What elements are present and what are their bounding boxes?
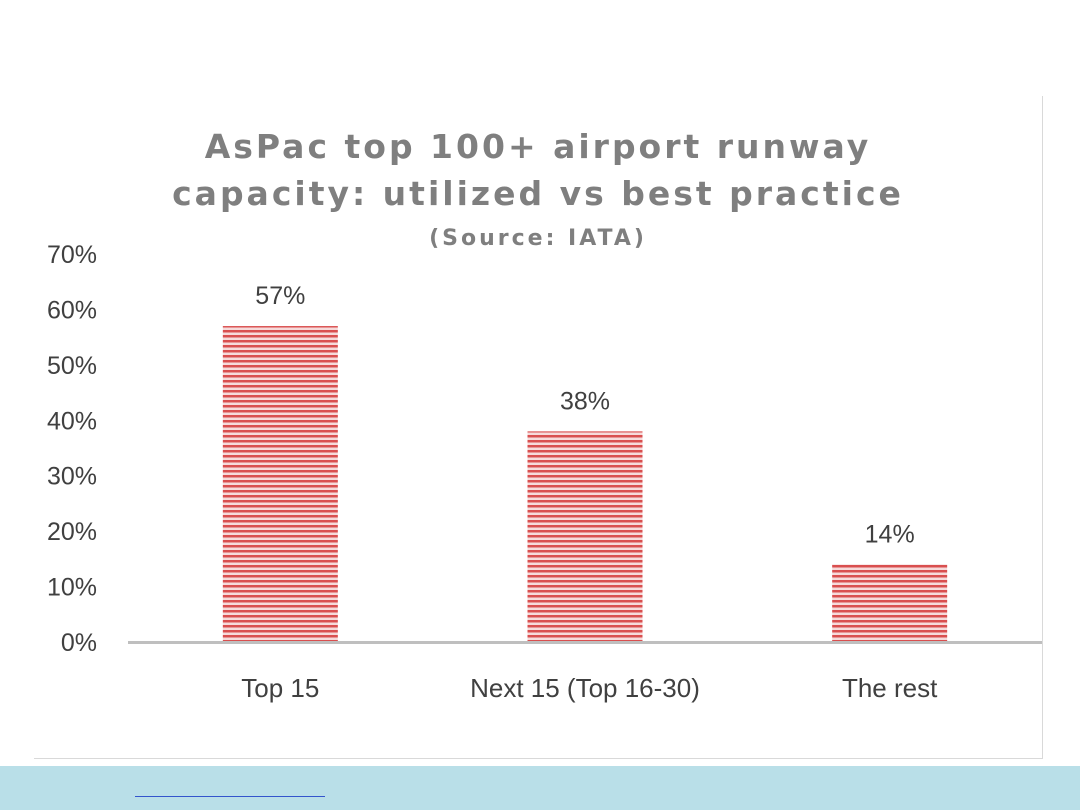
chart-title-line-2: capacity: utilized vs best practice xyxy=(172,174,904,213)
chart-subtitle: (Source: IATA) xyxy=(429,226,647,251)
x-category-label: Next 15 (Top 16-30) xyxy=(470,673,700,703)
y-tick-label: 20% xyxy=(47,518,97,546)
footer-link-underline[interactable] xyxy=(135,796,325,797)
footer-band xyxy=(0,766,1080,810)
bars: 57% 38% 14% xyxy=(222,282,948,642)
x-category-label: The rest xyxy=(842,673,938,703)
runway-capacity-bar-chart: AsPac top 100+ airport runway capacity: … xyxy=(47,127,1042,703)
y-tick-label: 40% xyxy=(47,407,97,435)
x-category-label: Top 15 xyxy=(241,673,319,703)
y-axis: 0% 10% 20% 30% 40% 50% 60% 70% xyxy=(47,241,97,657)
y-tick-label: 50% xyxy=(47,352,97,380)
y-tick-label: 70% xyxy=(47,241,97,269)
data-label: 57% xyxy=(255,282,305,310)
bar xyxy=(832,564,948,642)
y-tick-label: 30% xyxy=(47,463,97,491)
data-label: 14% xyxy=(865,520,915,548)
data-label: 38% xyxy=(560,387,610,415)
chart-title-line-1: AsPac top 100+ airport runway xyxy=(205,127,872,166)
x-axis: Top 15 Next 15 (Top 16-30) The rest xyxy=(128,641,1042,703)
y-tick-label: 60% xyxy=(47,296,97,324)
bar xyxy=(222,326,338,642)
y-tick-label: 0% xyxy=(61,629,97,657)
chart-frame xyxy=(34,96,1043,759)
y-tick-label: 10% xyxy=(47,574,97,602)
bar xyxy=(527,431,643,642)
